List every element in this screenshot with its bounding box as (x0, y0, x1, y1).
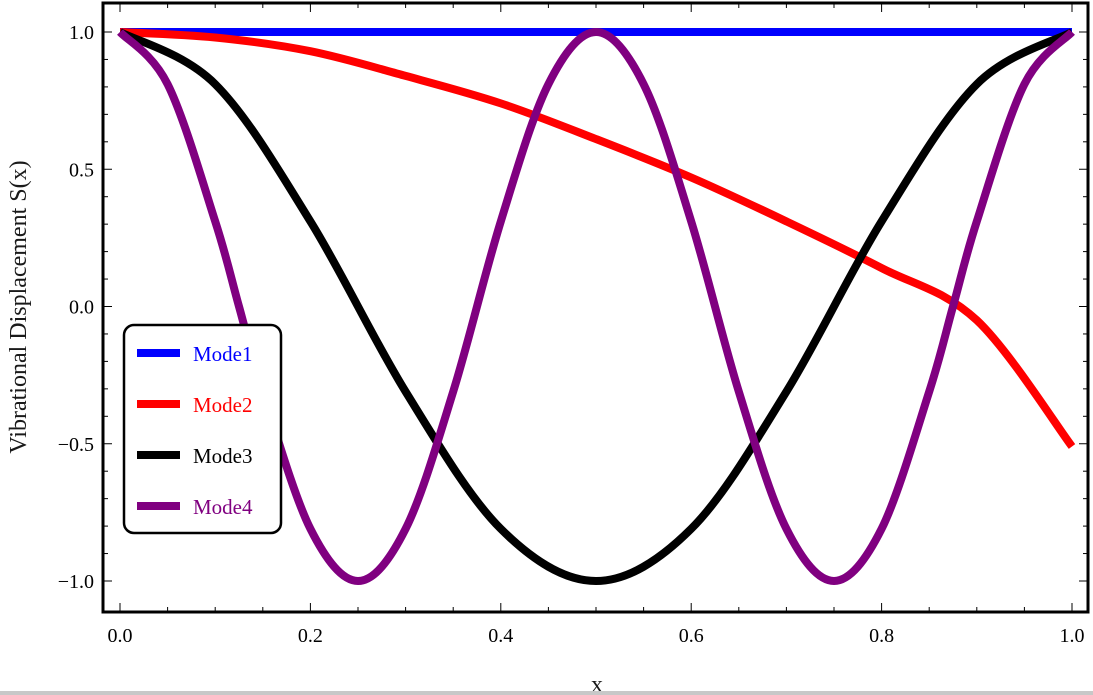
x-tick-label: 0.8 (869, 625, 894, 647)
y-tick-label: −0.5 (58, 434, 94, 456)
x-tick-label: 0.4 (488, 625, 513, 647)
y-tick-labels: −1.0 −0.5 0.0 0.5 1.0 (58, 22, 94, 593)
legend-label-mode2: Mode2 (193, 393, 253, 417)
x-tick-label: 1.0 (1060, 625, 1085, 647)
y-tick-label: 0.0 (69, 297, 94, 319)
series-line-mode3 (118, 28, 1074, 585)
y-tick-label: 1.0 (69, 22, 94, 44)
legend-label-mode4: Mode4 (193, 495, 253, 519)
legend-box (122, 323, 283, 535)
y-tick-label: −1.0 (58, 571, 94, 593)
x-tick-label: 0.2 (298, 625, 323, 647)
legend-label-mode1: Mode1 (193, 342, 253, 366)
legend: Mode1 Mode2 Mode3 Mode4 (122, 323, 283, 535)
tick-marks (103, 3, 1088, 612)
legend-label-mode3: Mode3 (193, 444, 253, 468)
x-tick-label: 0.0 (108, 625, 133, 647)
y-tick-label: 0.5 (69, 159, 94, 181)
x-tick-labels: 0.0 0.2 0.4 0.6 0.8 1.0 (108, 625, 1085, 647)
x-axis-label: x (591, 672, 603, 695)
x-tick-label: 0.6 (679, 625, 704, 647)
series-line-mode2 (119, 28, 1076, 449)
y-axis-label: Vibrational Displacement S(x) (6, 160, 32, 453)
window-bottom-border (0, 691, 1093, 695)
